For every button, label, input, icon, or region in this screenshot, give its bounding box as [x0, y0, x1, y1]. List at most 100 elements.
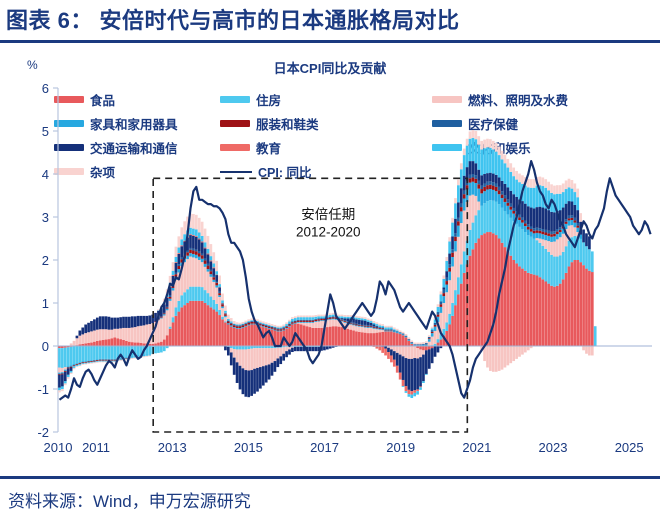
bar-segment: [358, 325, 361, 327]
legend-item[interactable]: 教育: [220, 138, 281, 157]
x-axis-tick-label: 2010: [44, 440, 73, 455]
bar-segment: [256, 319, 259, 322]
bar-segment: [401, 335, 405, 346]
bar-segment: [168, 287, 172, 296]
bar-segment: [66, 374, 70, 377]
bar-segment: [491, 185, 495, 190]
bar-segment: [521, 222, 524, 230]
bar-segment: [500, 150, 504, 160]
bar-segment: [558, 229, 562, 233]
bar-segment: [285, 322, 288, 325]
bar-segment: [343, 321, 347, 322]
bar-segment: [331, 326, 335, 346]
bar-segment: [212, 252, 216, 264]
bar-segment: [532, 238, 536, 275]
legend-item[interactable]: 杂项: [54, 162, 115, 181]
bar-segment: [390, 325, 393, 328]
bar-segment: [474, 242, 478, 346]
bar-segment: [264, 327, 268, 346]
bar-segment: [157, 309, 160, 311]
bar-segment: [113, 317, 117, 329]
x-axis-tick-label: 2021: [462, 440, 491, 455]
bar-segment: [465, 189, 469, 202]
bar-segment: [165, 307, 169, 309]
legend-item[interactable]: 交通运输和通信: [54, 138, 178, 157]
legend-item[interactable]: 家具和家用器具: [54, 114, 178, 133]
bar-segment: [288, 319, 291, 322]
legend-color-swatch: [54, 144, 84, 151]
bar-segment: [215, 282, 219, 286]
bar-segment: [462, 198, 466, 211]
bar-segment: [197, 217, 201, 233]
bar-segment: [311, 322, 315, 328]
bar-segment: [171, 275, 175, 276]
bar-segment: [535, 230, 539, 233]
bar-segment: [75, 364, 79, 365]
bar-segment: [439, 346, 443, 349]
legend-item[interactable]: 燃料、照明及水费: [432, 90, 568, 109]
bar-segment: [107, 316, 111, 330]
bar-segment: [416, 348, 419, 359]
bar-segment: [325, 318, 329, 320]
bar-segment: [375, 326, 379, 328]
bar-segment: [521, 229, 524, 269]
bar-segment: [477, 136, 481, 145]
bar-segment: [474, 215, 478, 243]
bar-segment: [270, 346, 274, 349]
bar-segment: [197, 251, 201, 254]
bar-segment: [381, 327, 385, 329]
bar-segment: [532, 230, 536, 234]
bar-segment: [457, 225, 460, 237]
bar-segment: [200, 287, 204, 301]
bar-segment: [392, 331, 396, 333]
bar-segment: [232, 357, 236, 375]
bar-segment: [293, 321, 297, 323]
bar-segment: [209, 274, 213, 277]
bar-segment: [570, 180, 574, 189]
bar-segment: [308, 346, 312, 352]
bar-segment: [328, 318, 332, 320]
bar-segment: [590, 272, 594, 346]
legend-item[interactable]: 医疗保健: [432, 114, 518, 133]
bar-segment: [366, 333, 370, 346]
bar-segment: [320, 321, 323, 328]
bar-segment: [101, 360, 105, 362]
bar-segment: [529, 231, 533, 237]
bar-segment: [547, 210, 550, 231]
legend-item[interactable]: 服装和鞋类: [220, 114, 319, 133]
bar-segment: [468, 195, 472, 230]
bar-segment: [553, 241, 556, 257]
bar-segment: [564, 219, 568, 222]
bar-segment: [372, 322, 376, 325]
bar-segment: [523, 220, 527, 224]
bar-segment: [241, 327, 245, 328]
bar-segment: [279, 329, 283, 331]
bar-segment: [145, 346, 149, 355]
bar-segment: [404, 358, 408, 386]
bar-segment: [550, 211, 553, 232]
bar-segment: [238, 349, 242, 366]
bar-segment: [224, 305, 227, 311]
bar-segment: [366, 327, 370, 334]
bar-segment: [582, 229, 585, 243]
bar-segment: [165, 335, 169, 346]
bar-segment: [66, 346, 70, 348]
bar-segment: [544, 248, 548, 282]
bar-segment: [125, 327, 128, 341]
bar-segment: [238, 324, 242, 326]
bar-segment: [541, 207, 545, 230]
bar-segment: [337, 326, 341, 346]
bar-segment: [518, 182, 521, 200]
bar-segment: [119, 328, 122, 340]
bar-segment: [494, 151, 498, 175]
bar-segment: [87, 322, 90, 333]
bar-segment: [544, 208, 548, 230]
legend-item[interactable]: 食品: [54, 90, 115, 109]
bar-segment: [320, 314, 323, 317]
legend-item[interactable]: 住房: [220, 90, 281, 109]
legend-item[interactable]: CPI: 同比: [220, 162, 311, 181]
bar-segment: [500, 242, 504, 346]
bar-segment: [427, 338, 431, 340]
bar-segment: [462, 251, 466, 273]
bar-segment: [547, 181, 550, 191]
